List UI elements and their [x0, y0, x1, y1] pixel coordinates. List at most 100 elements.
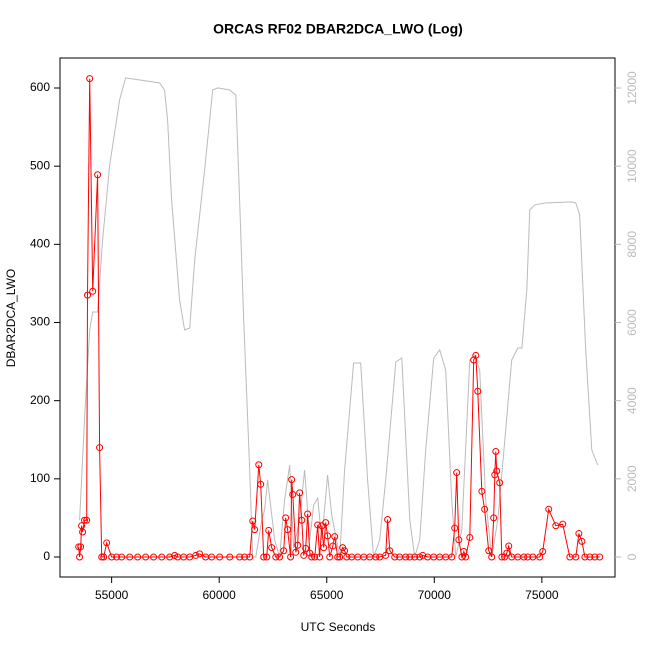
y2-tick-label: 0: [625, 553, 639, 560]
data-point: [100, 553, 108, 561]
data-point: [251, 526, 259, 534]
data-point: [272, 553, 280, 561]
x-tick-label: 65000: [310, 588, 344, 602]
data-point: [448, 553, 456, 561]
data-point: [529, 553, 537, 561]
data-point: [314, 521, 322, 529]
data-point: [134, 553, 142, 561]
data-point: [372, 553, 380, 561]
data-point: [84, 291, 92, 299]
data-point: [81, 516, 89, 524]
data-point: [478, 487, 486, 495]
data-point: [276, 553, 284, 561]
data-point: [75, 543, 83, 551]
data-point: [326, 553, 334, 561]
data-point: [268, 544, 276, 552]
data-point: [265, 526, 273, 534]
data-point: [419, 551, 427, 559]
data-point: [280, 547, 288, 555]
data-point: [316, 553, 324, 561]
data-point: [572, 553, 580, 561]
data-point: [596, 553, 604, 561]
data-point: [386, 547, 394, 555]
y2-tick-label: 2000: [625, 465, 639, 492]
data-point: [331, 533, 339, 541]
data-point: [503, 549, 511, 557]
data-point: [411, 553, 419, 561]
data-point: [294, 541, 302, 549]
data-point: [493, 467, 501, 475]
data-point: [306, 549, 314, 557]
data-point: [559, 520, 567, 528]
y-tick-label: 300: [30, 315, 50, 329]
data-point: [586, 553, 594, 561]
data-point: [311, 553, 319, 561]
data-point: [298, 516, 306, 524]
data-point: [341, 547, 349, 555]
data-point: [501, 553, 509, 561]
y-tick-label: 600: [30, 80, 50, 94]
data-point: [466, 533, 474, 541]
data-point: [472, 351, 480, 359]
data-point: [246, 553, 254, 561]
data-point: [192, 551, 200, 559]
data-point: [300, 551, 308, 559]
data-point: [462, 553, 470, 561]
data-point: [76, 553, 84, 561]
data-point: [329, 542, 337, 550]
data-point: [96, 444, 104, 452]
data-point: [552, 522, 560, 530]
chart-title: ORCAS RF02 DBAR2DCA_LWO (Log): [213, 21, 463, 37]
data-point: [79, 528, 87, 536]
data-point: [591, 553, 599, 561]
data-point: [491, 471, 499, 479]
data-point: [288, 476, 296, 484]
data-point: [304, 510, 312, 518]
data-point: [308, 553, 316, 561]
y2-tick-label: 12000: [625, 71, 639, 105]
y-axis-label: DBAR2DCA_LWO: [4, 269, 18, 367]
y-tick-label: 400: [30, 237, 50, 251]
data-point: [406, 553, 414, 561]
data-point: [402, 553, 410, 561]
x-tick-label: 70000: [418, 588, 452, 602]
data-point: [196, 550, 204, 558]
data-point: [263, 553, 271, 561]
data-point: [578, 537, 586, 545]
y-tick-label: 200: [30, 393, 50, 407]
data-point: [490, 514, 498, 522]
data-point: [320, 544, 328, 552]
data-point: [581, 553, 589, 561]
data-point: [488, 553, 496, 561]
data-point: [260, 553, 268, 561]
data-point: [302, 544, 310, 552]
y-tick-label: 100: [30, 471, 50, 485]
data-point: [226, 553, 234, 561]
data-point: [284, 526, 292, 534]
data-point: [485, 547, 493, 555]
data-point: [126, 553, 134, 561]
data-point: [455, 536, 463, 544]
data-point: [292, 548, 300, 556]
y2-tick-label: 6000: [625, 309, 639, 336]
data-point: [257, 480, 265, 488]
data-point: [113, 553, 121, 561]
data-point: [216, 553, 224, 561]
data-point: [536, 553, 544, 561]
data-point: [103, 539, 111, 547]
y2-tick-label: 4000: [625, 387, 639, 414]
data-point: [289, 490, 297, 498]
y2-tick-label: 10000: [625, 149, 639, 183]
data-point: [142, 553, 150, 561]
data-point: [287, 553, 295, 561]
data-point: [322, 519, 330, 527]
data-point: [166, 553, 174, 561]
data-point: [505, 542, 513, 550]
data-point: [150, 553, 158, 561]
data-point: [481, 505, 489, 513]
data-point: [343, 553, 351, 561]
data-point: [545, 505, 553, 513]
data-point: [249, 517, 257, 525]
data-point: [86, 75, 94, 83]
data-point: [236, 553, 244, 561]
